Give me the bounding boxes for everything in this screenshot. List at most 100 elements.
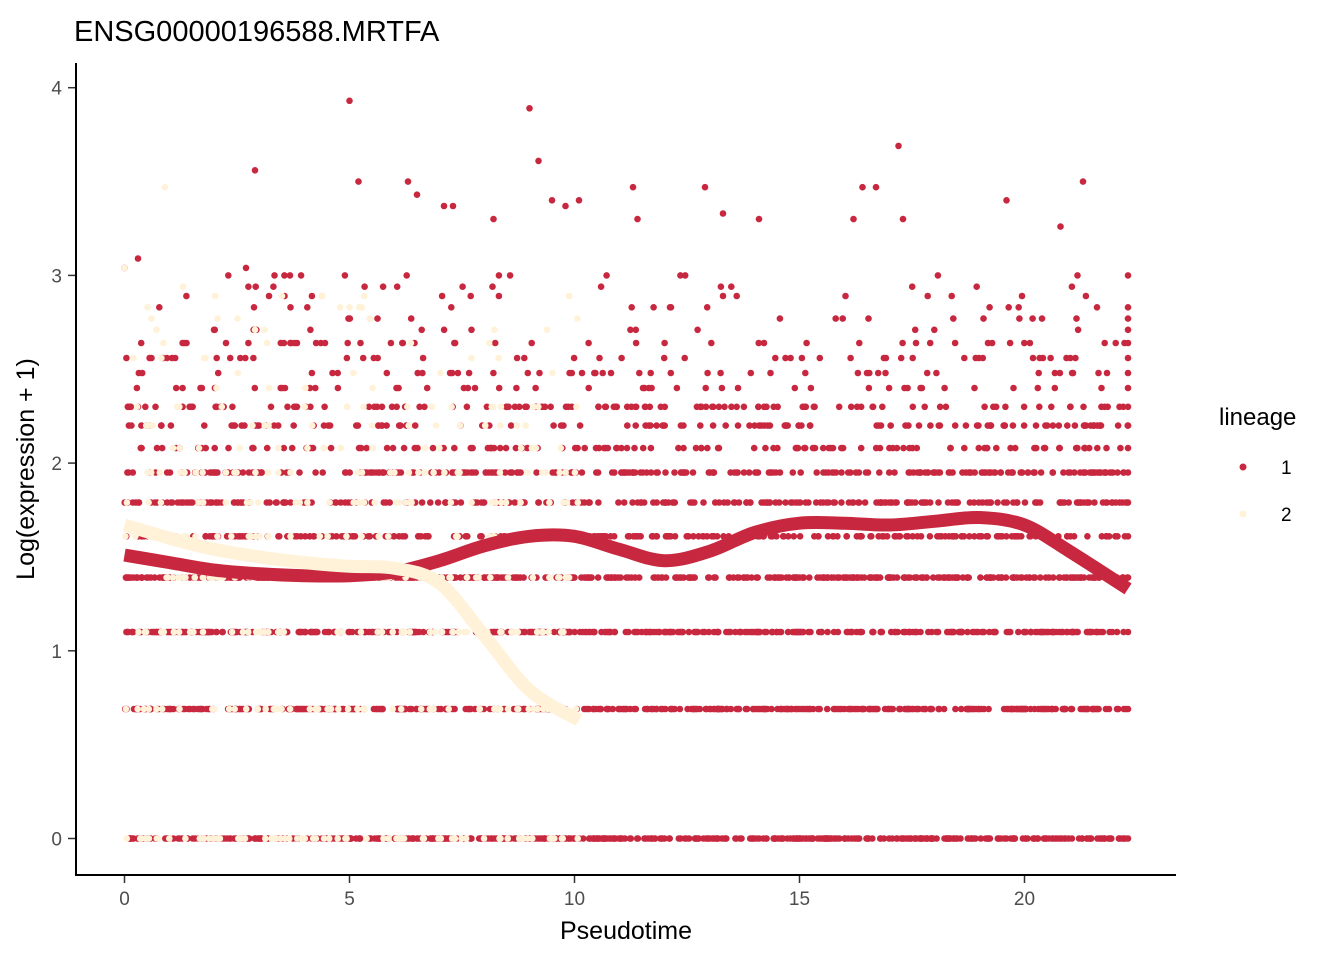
- data-point-lineage-2: [169, 444, 177, 452]
- data-point-lineage-1: [1047, 354, 1054, 362]
- data-point-lineage-1: [702, 705, 709, 713]
- data-point-lineage-2: [517, 499, 524, 506]
- data-point-lineage-1: [834, 533, 841, 540]
- smooth-curve-lineage-2: [122, 518, 583, 726]
- data-point-lineage-1: [203, 705, 210, 713]
- data-point-lineage-1: [847, 403, 855, 411]
- data-point-lineage-1: [454, 369, 462, 377]
- data-point-lineage-1: [550, 628, 558, 636]
- data-point-lineage-1: [390, 533, 398, 540]
- data-point-lineage-1: [807, 628, 814, 636]
- data-point-lineage-2: [306, 705, 314, 713]
- data-point-lineage-1: [809, 835, 817, 842]
- data-point-lineage-1: [1106, 835, 1113, 842]
- data-point-lineage-1: [724, 499, 731, 506]
- data-point-lineage-1: [975, 354, 983, 362]
- data-point-lineage-2: [514, 705, 521, 713]
- data-point-lineage-1: [421, 533, 429, 540]
- data-point-lineage-1: [988, 339, 996, 347]
- data-point-lineage-2: [428, 403, 436, 411]
- data-point-lineage-1: [440, 202, 448, 210]
- data-point-lineage-1: [1034, 384, 1042, 392]
- data-point-lineage-1: [983, 444, 991, 452]
- data-point-lineage-2: [164, 574, 171, 581]
- data-point-lineage-1: [923, 369, 931, 377]
- data-point-lineage-1: [843, 533, 850, 540]
- data-point-lineage-2: [278, 628, 285, 636]
- data-point-lineage-2: [468, 499, 475, 506]
- data-point-lineage-1: [287, 304, 294, 311]
- data-point-lineage-1: [732, 835, 739, 842]
- data-point-lineage-1: [123, 354, 130, 362]
- data-point-lineage-2: [463, 574, 471, 581]
- data-point-lineage-1: [312, 628, 319, 636]
- data-point-lineage-1: [885, 469, 893, 476]
- data-point-lineage-1: [490, 369, 497, 377]
- x-tick-label: 0: [119, 889, 130, 910]
- data-point-lineage-2: [231, 469, 238, 476]
- data-point-lineage-1: [910, 469, 917, 476]
- data-point-lineage-1: [623, 444, 631, 452]
- data-point-lineage-2: [325, 835, 333, 842]
- data-point-lineage-1: [622, 628, 630, 636]
- data-point-lineage-1: [847, 469, 854, 476]
- data-point-lineage-1: [802, 835, 810, 842]
- data-point-lineage-1: [211, 326, 219, 334]
- data-point-lineage-1: [867, 574, 875, 581]
- data-point-lineage-1: [281, 272, 288, 279]
- data-point-lineage-1: [613, 444, 620, 452]
- data-point-lineage-1: [767, 369, 774, 377]
- data-point-lineage-1: [263, 499, 271, 506]
- data-point-lineage-1: [730, 499, 738, 506]
- data-point-lineage-1: [1048, 403, 1055, 411]
- data-point-lineage-1: [1072, 574, 1080, 581]
- data-point-lineage-1: [810, 403, 818, 411]
- data-point-lineage-2: [158, 354, 165, 362]
- data-point-lineage-1: [648, 533, 656, 540]
- data-point-lineage-1: [287, 339, 294, 347]
- data-point-lineage-1: [332, 499, 340, 506]
- data-point-lineage-1: [848, 835, 856, 842]
- data-point-lineage-1: [768, 705, 775, 713]
- data-point-lineage-1: [1124, 315, 1132, 322]
- data-point-lineage-2: [263, 339, 271, 347]
- data-point-lineage-1: [1032, 499, 1039, 506]
- data-point-lineage-1: [1065, 499, 1072, 506]
- data-point-lineage-1: [710, 533, 718, 540]
- data-point-lineage-2: [399, 835, 406, 842]
- data-point-lineage-1: [609, 705, 616, 713]
- data-point-lineage-1: [312, 384, 319, 392]
- data-point-lineage-1: [700, 499, 707, 506]
- data-point-lineage-2: [231, 705, 238, 713]
- data-point-lineage-2: [214, 315, 221, 322]
- data-point-lineage-1: [876, 469, 883, 476]
- data-point-lineage-1: [550, 422, 557, 429]
- data-point-lineage-1: [1037, 574, 1044, 581]
- data-point-lineage-1: [865, 315, 872, 322]
- data-point-lineage-2: [337, 444, 345, 452]
- data-point-lineage-1: [924, 469, 932, 476]
- data-point-lineage-1: [683, 533, 690, 540]
- data-point-lineage-1: [293, 339, 301, 347]
- data-point-lineage-1: [1081, 705, 1089, 713]
- data-point-lineage-1: [1010, 384, 1017, 392]
- data-point-lineage-2: [451, 835, 459, 842]
- data-point-lineage-1: [1036, 628, 1044, 636]
- data-point-lineage-1: [662, 574, 670, 581]
- data-point-lineage-1: [189, 705, 197, 713]
- data-point-lineage-1: [961, 444, 968, 452]
- data-point-lineage-1: [888, 499, 896, 506]
- data-point-lineage-1: [893, 499, 900, 506]
- data-point-lineage-1: [1000, 499, 1008, 506]
- data-point-lineage-1: [796, 533, 804, 540]
- data-point-lineage-2: [485, 339, 493, 347]
- data-point-lineage-2: [254, 499, 262, 506]
- data-point-lineage-2: [143, 422, 150, 429]
- data-point-lineage-1: [461, 469, 469, 476]
- data-point-lineage-1: [994, 499, 1001, 506]
- data-point-lineage-1: [924, 292, 931, 300]
- data-point-lineage-1: [856, 628, 864, 636]
- data-point-lineage-1: [585, 339, 592, 347]
- data-point-lineage-1: [579, 835, 587, 842]
